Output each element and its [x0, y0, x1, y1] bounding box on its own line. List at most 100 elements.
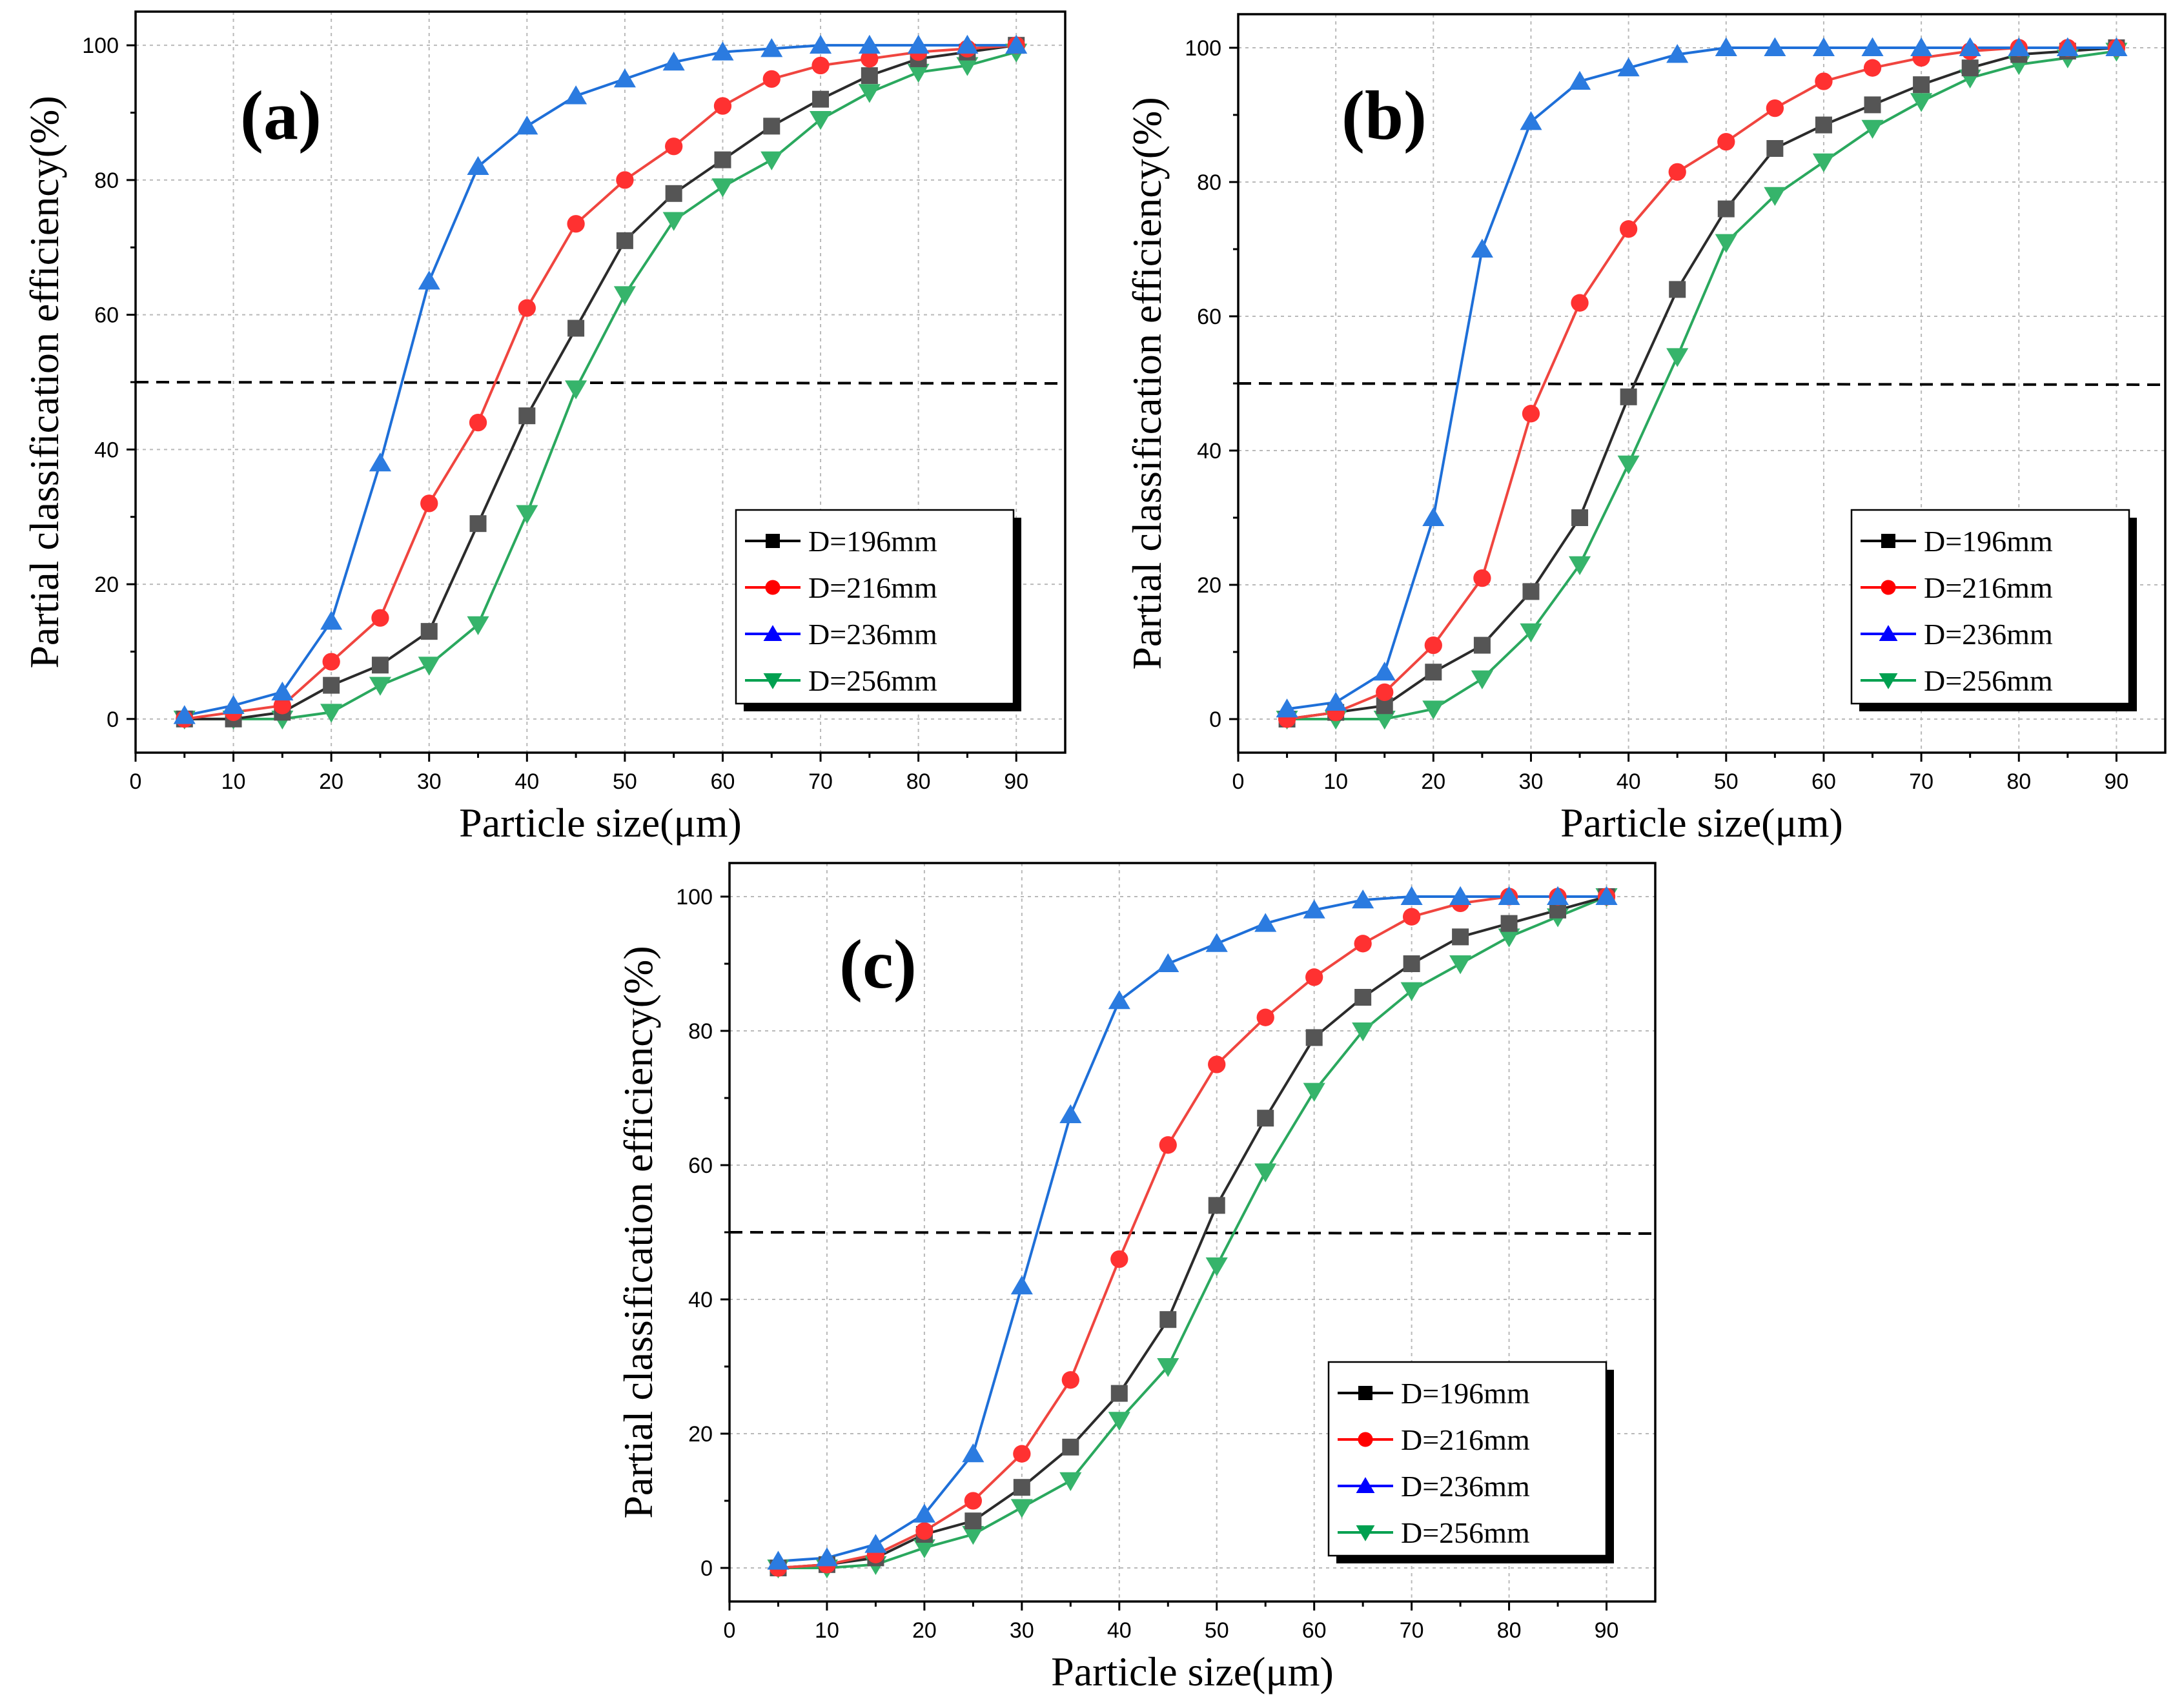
- data-point: [1157, 1358, 1179, 1378]
- data-point: [1717, 200, 1735, 218]
- y-tick-label: 40: [688, 1288, 713, 1312]
- x-tick-label: 20: [319, 769, 343, 794]
- data-point: [962, 1443, 984, 1463]
- data-point: [1522, 405, 1540, 423]
- data-point: [815, 1547, 839, 1567]
- data-point: [913, 1503, 935, 1523]
- y-tick-label: 80: [1197, 170, 1221, 195]
- x-axis-title: Particle size(μm): [459, 800, 742, 846]
- data-point: [1617, 455, 1640, 475]
- data-point: [907, 34, 930, 54]
- data-point: [858, 34, 881, 54]
- data-point: [1005, 34, 1028, 54]
- x-tick-label: 0: [130, 769, 142, 794]
- axis-ticks: 0 10 20 30 40 50 60 70 80 90 0 20 40 60 80 100: [676, 885, 1618, 1643]
- data-point: [1500, 915, 1518, 932]
- data-point: [418, 656, 440, 676]
- y-tick-label: 0: [107, 707, 119, 732]
- legend-label: D=256mm: [1401, 1516, 1530, 1549]
- legend-marker: [763, 625, 782, 641]
- x-tick-label: 20: [1421, 769, 1445, 794]
- reference-line-50: [135, 381, 1066, 385]
- data-point: [1522, 583, 1540, 600]
- data-point: [1325, 691, 1347, 711]
- legend-marker: [1879, 625, 1898, 641]
- data-point: [369, 676, 392, 696]
- data-point: [1110, 1385, 1128, 1402]
- series-line-D=256mm: [184, 50, 1017, 720]
- legend: D=196mm D=216mm D=236mm D=256mm: [1850, 509, 2137, 711]
- legend-label: D=236mm: [1401, 1470, 1530, 1503]
- panel-label: (b): [1342, 77, 1427, 154]
- data-point: [1717, 132, 1735, 151]
- data-point: [1013, 1445, 1031, 1463]
- y-tick-label: 100: [82, 34, 119, 58]
- data-point: [1498, 886, 1520, 905]
- data-point: [1257, 1110, 1274, 1127]
- y-tick-label: 40: [1197, 439, 1221, 463]
- data-point: [1013, 1479, 1030, 1496]
- y-tick-label: 20: [1197, 573, 1221, 598]
- x-tick-label: 70: [808, 769, 833, 794]
- legend-label: D=256mm: [808, 664, 937, 697]
- data-point: [907, 63, 930, 83]
- x-tick-label: 40: [1617, 769, 1641, 794]
- x-tick-label: 30: [1010, 1618, 1034, 1643]
- data-point: [322, 653, 340, 671]
- x-tick-label: 30: [1519, 769, 1544, 794]
- y-tick-label: 20: [94, 573, 119, 597]
- data-point: [613, 68, 636, 88]
- x-tick-label: 10: [1323, 769, 1348, 794]
- data-point: [420, 623, 438, 640]
- data-point: [567, 320, 585, 337]
- legend-label: D=256mm: [1924, 664, 2053, 697]
- data-point: [1715, 234, 1737, 253]
- data-point: [1400, 982, 1423, 1001]
- reference-line-50: [1238, 382, 2166, 386]
- data-point: [1205, 933, 1228, 952]
- legend-marker: [766, 534, 780, 548]
- data-point: [1913, 76, 1930, 94]
- data-point: [1766, 99, 1784, 117]
- data-point: [1403, 955, 1420, 972]
- legend-label: D=236mm: [1924, 618, 2053, 651]
- data-point: [2105, 37, 2128, 56]
- data-point: [1422, 507, 1445, 526]
- x-tick-label: 80: [2006, 769, 2031, 794]
- data-point: [518, 407, 536, 425]
- data-point: [1305, 968, 1323, 986]
- y-tick-label: 80: [94, 168, 119, 193]
- data-point: [1815, 72, 1833, 90]
- x-tick-label: 90: [1595, 1618, 1619, 1643]
- panel-label: (c): [839, 926, 917, 1003]
- data-point: [714, 151, 731, 168]
- data-point: [962, 1526, 984, 1545]
- data-point: [1571, 509, 1589, 526]
- data-point: [516, 116, 538, 135]
- data-point: [1400, 886, 1423, 905]
- data-point: [812, 90, 830, 108]
- data-point: [762, 70, 780, 88]
- legend: D=196mm D=216mm D=236mm D=256mm: [735, 509, 1021, 711]
- data-point: [1352, 1022, 1374, 1042]
- x-tick-label: 40: [515, 769, 539, 794]
- data-point: [1473, 636, 1491, 654]
- data-point: [565, 85, 587, 105]
- data-point: [320, 611, 343, 630]
- data-point: [369, 452, 392, 472]
- data-point: [1666, 348, 1689, 367]
- legend-label: D=216mm: [808, 571, 937, 604]
- series-group: [173, 34, 1028, 730]
- axis-ticks: 0 10 20 30 40 50 60 70 80 90 0 20 40 60 80 100: [82, 34, 1028, 794]
- y-tick-label: 60: [1197, 305, 1221, 329]
- data-point: [320, 704, 343, 723]
- legend: D=196mm D=216mm D=236mm D=256mm: [1327, 1361, 1614, 1563]
- data-point: [1303, 1083, 1325, 1102]
- data-point: [1812, 153, 1835, 173]
- data-point: [467, 156, 489, 176]
- data-point: [1059, 1472, 1082, 1492]
- data-point: [2008, 37, 2030, 56]
- data-point: [956, 57, 979, 76]
- data-point: [864, 1534, 887, 1553]
- data-point: [915, 1522, 933, 1540]
